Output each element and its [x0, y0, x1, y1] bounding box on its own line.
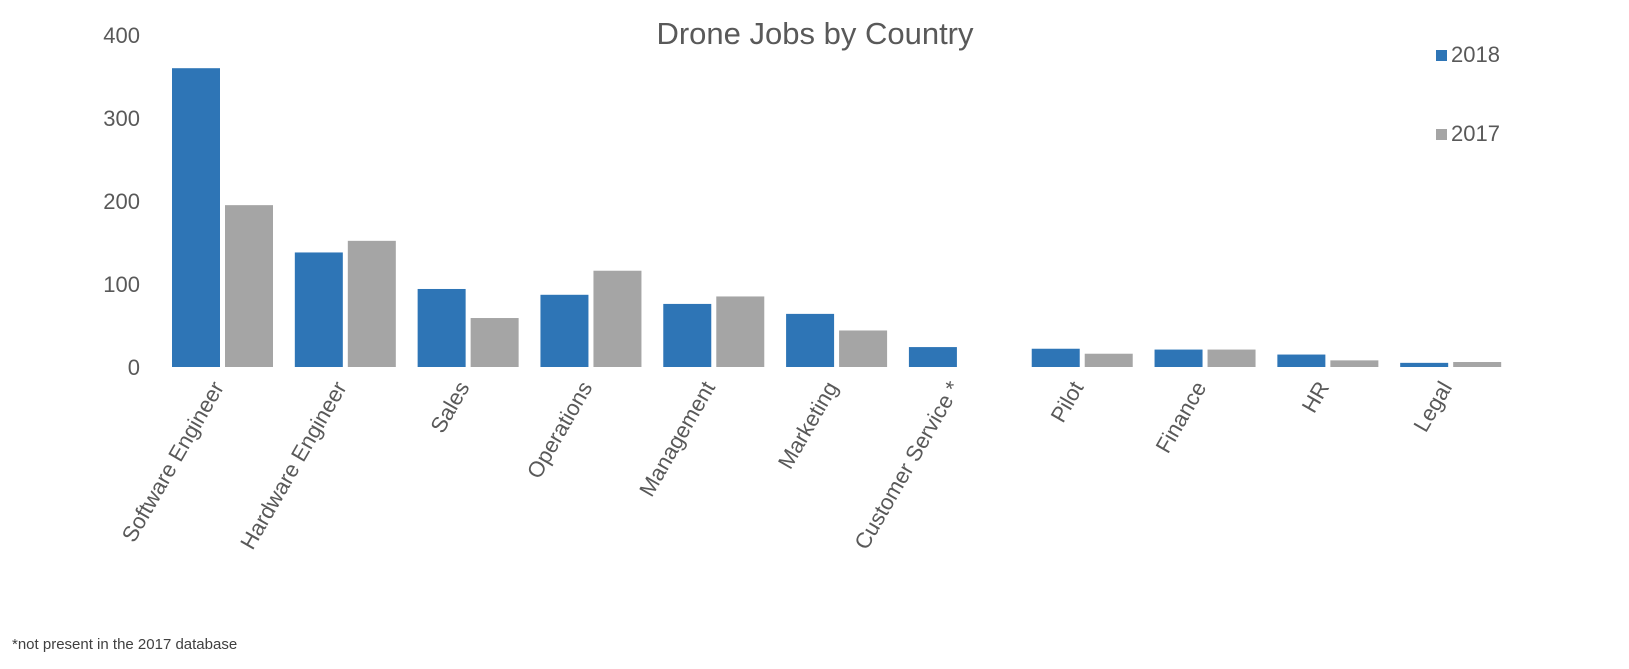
- bar-2018-4: [663, 303, 712, 367]
- bar-2018-7: [1031, 348, 1080, 367]
- bar-2017-5: [839, 330, 888, 367]
- legend-label-2017: 2017: [1451, 121, 1500, 146]
- x-tick-label-9: HR: [1297, 377, 1335, 417]
- legend: 2018 2017: [1436, 42, 1500, 146]
- x-tick-label-8: Finance: [1151, 377, 1212, 457]
- x-tick-label-6: Customer Service *: [849, 377, 966, 554]
- x-tick-label-0: Software Engineer: [117, 377, 229, 546]
- y-tick-label-0: 0: [128, 355, 140, 380]
- bar-2017-8: [1207, 349, 1256, 367]
- y-tick-label-3: 300: [103, 106, 140, 131]
- bar-2018-10: [1400, 362, 1449, 367]
- y-tick-label-4: 400: [103, 23, 140, 48]
- y-axis: 0 100 200 300 400: [103, 23, 140, 380]
- bar-2017-3: [593, 270, 642, 367]
- legend-swatch-2017: [1436, 129, 1447, 140]
- x-tick-label-10: Legal: [1408, 377, 1457, 436]
- bar-2017-10: [1453, 362, 1502, 367]
- footnote: *not present in the 2017 database: [12, 636, 238, 653]
- bar-2017-4: [716, 296, 765, 367]
- x-tick-label-3: Operations: [522, 377, 597, 483]
- bar-2018-8: [1154, 349, 1203, 367]
- x-tick-label-5: Marketing: [773, 377, 843, 473]
- legend-swatch-2018: [1436, 50, 1447, 61]
- x-tick-label-7: Pilot: [1046, 377, 1089, 427]
- bar-2018-3: [540, 294, 589, 367]
- bar-2018-1: [294, 252, 343, 367]
- bar-2017-1: [347, 240, 396, 367]
- y-tick-label-2: 200: [103, 189, 140, 214]
- legend-label-2018: 2018: [1451, 42, 1500, 67]
- x-tick-label-4: Management: [634, 377, 720, 501]
- bar-2018-9: [1277, 354, 1326, 367]
- y-tick-label-1: 100: [103, 272, 140, 297]
- x-tick-label-2: Sales: [425, 377, 474, 437]
- bar-2018-2: [417, 288, 466, 367]
- bar-2017-9: [1330, 360, 1379, 367]
- x-axis: Software Engineer Hardware Engineer Sales O…: [117, 377, 1457, 554]
- bar-2018-6: [908, 347, 957, 367]
- bar-2017-7: [1084, 353, 1133, 367]
- bar-2018-0: [172, 68, 220, 367]
- x-tick-label-1: Hardware Engineer: [235, 377, 351, 554]
- bar-2018-5: [786, 313, 835, 367]
- bar-2017-0: [225, 205, 273, 367]
- chart-title: Drone Jobs by Country: [656, 16, 974, 51]
- bar-2017-2: [470, 318, 519, 367]
- bars: [172, 68, 1502, 367]
